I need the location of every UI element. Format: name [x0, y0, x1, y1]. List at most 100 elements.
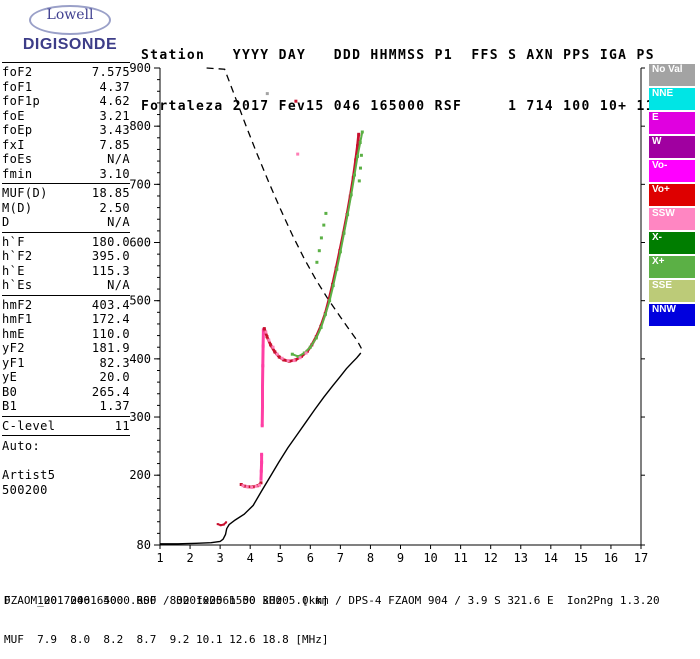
x-tick-label: 2: [186, 551, 193, 565]
header-block: Station YYYY DAY DDD HHMMSS P1 FFS S AXN…: [141, 13, 655, 132]
parameter-row: hmE 110.0: [2, 327, 130, 342]
parameter-label: yF1: [2, 355, 25, 370]
x-tick-label: 12: [483, 551, 497, 565]
legend-item-nne: NNE: [649, 88, 695, 110]
parameter-group: MUF(D) 18.85 M(D) 2.50 D N/A: [2, 184, 130, 233]
legend-item-w: W: [649, 136, 695, 158]
series-F1-cusp: [259, 452, 264, 481]
parameter-label: D: [2, 215, 10, 229]
echo-direction-legend: No Val NNE E W Vo- Vo+ SSW X- X+ SSE NNW: [649, 64, 695, 328]
parameter-value: 18.85: [91, 186, 130, 200]
parameter-value: 20.0: [99, 370, 130, 384]
series-speck-gray: [265, 92, 269, 96]
parameter-value: 180.0: [91, 234, 130, 249]
parameter-label: foF2: [2, 65, 33, 79]
parameter-row: h`F2 395.0: [2, 249, 130, 264]
series-F2-trace-X: [290, 130, 364, 358]
parameter-group: foF2 7.575 foF1 4.37 foF1p 4.62 foE 3.21 foEp 3.4…: [2, 63, 130, 184]
series-F1-trace-pink-dots: [241, 483, 261, 489]
muf-table: D 100 200 400 600 800 1000 1500 3000 [km…: [4, 568, 329, 659]
x-tick-label: 16: [604, 551, 618, 565]
parameter-label: hmF1: [2, 312, 33, 326]
parameter-footer-line: Artist5: [2, 468, 56, 482]
parameter-value: 4.37: [99, 79, 130, 94]
parameter-label: fmin: [2, 166, 33, 181]
parameter-value: 110.0: [91, 326, 130, 341]
parameter-label: foEs: [2, 152, 33, 166]
parameter-label: h`Es: [2, 278, 33, 292]
series-SSW-scatter: [264, 330, 308, 363]
series-topside-extrapolation: [206, 67, 362, 349]
parameter-group: hmF2 403.4 hmF1 172.4 hmE 110.0 yF2 181.9 yF1 82.…: [2, 296, 130, 417]
parameter-group: C-level 11: [2, 417, 130, 436]
x-tick-label: 9: [397, 551, 404, 565]
parameter-label: foF1p: [2, 94, 41, 108]
parameter-row: foF1p 4.62: [2, 94, 130, 109]
legend-item-x-: X+: [649, 256, 695, 278]
legend-item-vo-: Vo-: [649, 160, 695, 182]
parameter-label: C-level: [2, 418, 56, 433]
parameters-panel: foF2 7.575 foF1 4.37 foF1p 4.62 foE 3.21 foEp 3.4…: [2, 62, 130, 497]
parameter-value: 3.21: [99, 108, 130, 123]
parameter-label: h`F2: [2, 249, 33, 263]
parameter-label: B0: [2, 384, 18, 399]
series-X-mode-scatter: [315, 153, 363, 264]
x-tick-label: 7: [337, 551, 344, 565]
parameter-row: h`Es N/A: [2, 278, 130, 293]
parameter-value: 395.0: [91, 249, 130, 263]
x-tick-label: 10: [423, 551, 437, 565]
parameter-value: 115.3: [91, 263, 130, 278]
parameter-label: yF2: [2, 341, 25, 355]
ionogram-page: { "logo": { "brand": "Lowell", "product"…: [2, 5, 695, 646]
logo-product-text: DIGISONDE: [22, 36, 118, 53]
parameter-value: 403.4: [91, 297, 130, 312]
y-tick-label: 900: [129, 61, 151, 75]
parameter-row: D N/A: [2, 215, 130, 230]
x-tick-label: 13: [514, 551, 528, 565]
parameter-row: foF1 4.37: [2, 80, 130, 95]
parameter-value: 172.4: [91, 312, 130, 326]
parameter-label: foEp: [2, 123, 33, 137]
y-tick-label: 200: [129, 468, 151, 482]
series-E-trace-O: [216, 521, 228, 527]
parameter-label: hmF2: [2, 297, 33, 312]
header-line-2: Fortaleza 2017 Fev15 046 165000 RSF 1 71…: [141, 99, 655, 114]
parameter-row: h`F 180.0: [2, 235, 130, 250]
parameter-value: 82.3: [99, 355, 130, 370]
parameter-value: 3.10: [99, 166, 130, 181]
parameter-label: h`E: [2, 263, 25, 278]
parameter-label: B1: [2, 399, 18, 413]
series-F2-trace-O: [262, 132, 361, 363]
parameter-value: N/A: [107, 278, 130, 292]
parameter-value: 7.85: [99, 137, 130, 152]
legend-item-no-val: No Val: [649, 64, 695, 86]
legend-item-nnw: NNW: [649, 304, 695, 326]
parameter-footer: Auto: Artist5 500200: [2, 436, 130, 497]
parameter-label: hmE: [2, 326, 25, 341]
parameter-row: C-level 11: [2, 419, 130, 434]
muf-values-row: MUF 7.9 8.0 8.2 8.7 9.2 10.1 12.6 18.8 […: [4, 633, 329, 646]
parameter-value: 11: [114, 418, 130, 433]
y-tick-label: 600: [129, 236, 151, 250]
y-tick-label: 800: [129, 119, 151, 133]
x-tick-label: 17: [634, 551, 648, 565]
parameter-value: N/A: [107, 215, 130, 229]
parameter-value: 3.43: [99, 123, 130, 137]
series-true-height-profile: [160, 352, 362, 545]
parameter-value: 1.37: [99, 399, 130, 413]
parameter-row: yE 20.0: [2, 370, 130, 385]
series-F2-leading-edge: [260, 328, 265, 428]
parameter-row: foE 3.21: [2, 109, 130, 124]
y-tick-label: 400: [129, 352, 151, 366]
legend-item-vo-: Vo+: [649, 184, 695, 206]
parameter-value: 2.50: [99, 200, 130, 215]
x-tick-label: 4: [247, 551, 254, 565]
parameter-footer-line: 500200: [2, 482, 48, 497]
ionogram-chart: 900 800 700 600 500 400 300 200 80 1 2 3 4 5 6 7 8 9 10 11 1…: [125, 60, 648, 584]
axes: [154, 67, 645, 549]
parameter-footer-line: Auto:: [2, 439, 41, 453]
x-tick-label: 14: [544, 551, 558, 565]
parameter-row: foF2 7.575: [2, 65, 130, 80]
